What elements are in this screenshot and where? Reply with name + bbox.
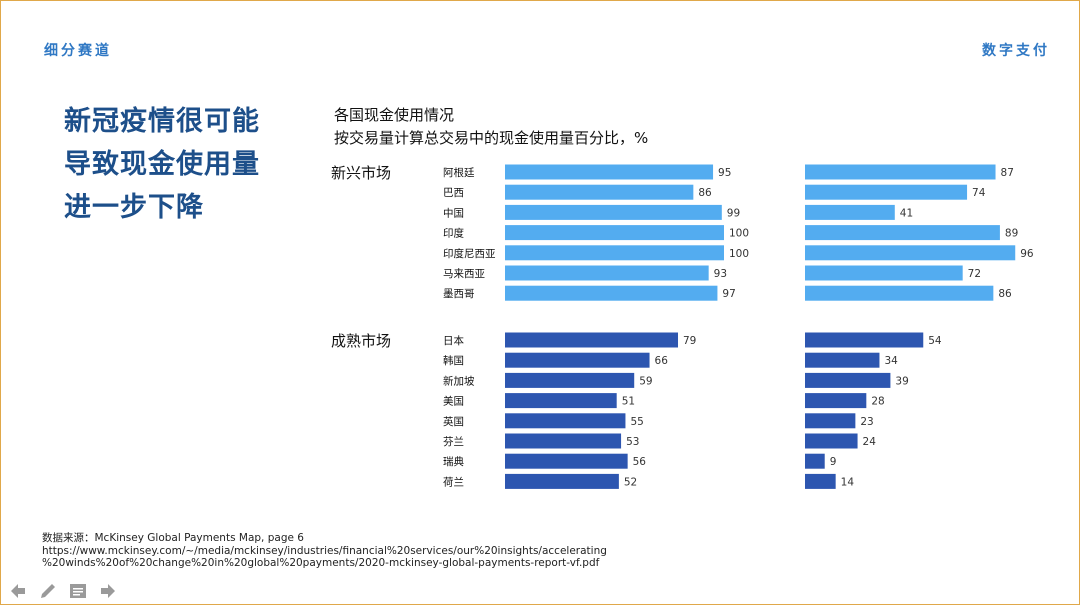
headline-line-2: 导致现金使用量	[64, 149, 260, 180]
value-label: 79	[683, 335, 696, 347]
bar	[805, 184, 968, 200]
forward-button[interactable]	[96, 579, 120, 603]
chart-title: 各国现金使用情况	[334, 106, 455, 124]
category-label: 新加坡	[443, 374, 475, 387]
value-label: 52	[624, 476, 637, 488]
category-label: 英国	[443, 415, 464, 428]
bar	[505, 372, 635, 388]
value-label: 86	[698, 187, 712, 199]
group-label: 成熟市场	[331, 332, 391, 350]
presentation-toolbar	[6, 578, 120, 604]
bar	[805, 413, 856, 429]
category-label: 荷兰	[443, 475, 464, 488]
category-label: 日本	[443, 334, 464, 347]
bar	[505, 164, 714, 180]
bar	[805, 453, 825, 469]
value-label: 97	[722, 288, 735, 300]
category-label: 印度	[443, 227, 464, 240]
pen-icon	[41, 584, 55, 598]
forward-arrow-icon	[101, 584, 115, 598]
value-label: 59	[639, 375, 652, 387]
value-label: 72	[968, 268, 981, 280]
value-label: 41	[900, 207, 913, 219]
value-label: 55	[630, 416, 643, 428]
value-label: 100	[729, 228, 749, 240]
value-label: 9	[830, 456, 837, 468]
value-label: 66	[655, 355, 669, 367]
value-label: 96	[1020, 248, 1034, 260]
bar	[805, 225, 1000, 241]
bar	[505, 184, 694, 200]
category-label: 中国	[443, 206, 464, 219]
bar	[505, 352, 650, 368]
bar	[805, 164, 996, 180]
back-button[interactable]	[6, 579, 30, 603]
value-label: 54	[928, 335, 942, 347]
bar	[505, 265, 709, 281]
category-label: 韩国	[443, 354, 464, 367]
category-label: 印度尼西亚	[443, 247, 496, 260]
value-label: 87	[1001, 167, 1014, 179]
bar	[805, 372, 891, 388]
bar	[505, 453, 628, 469]
value-label: 14	[841, 476, 855, 488]
bar	[805, 473, 836, 489]
bar	[505, 433, 622, 449]
bar	[805, 433, 858, 449]
source-line-1: 数据来源：McKinsey Global Payments Map, page …	[42, 532, 304, 544]
chart-subtitle: 按交易量计算总交易中的现金使用量百分比，%	[334, 129, 649, 147]
bar	[505, 204, 722, 220]
bar	[805, 265, 963, 281]
value-label: 39	[895, 375, 908, 387]
value-label: 74	[972, 187, 986, 199]
source-line-2[interactable]: https://www.mckinsey.com/~/media/mckinse…	[42, 544, 607, 557]
section-tag-left: 细分赛道	[44, 43, 112, 59]
source-line-3[interactable]: %20winds%20of%20change%20in%20global%20p…	[42, 557, 600, 569]
notes-icon	[70, 584, 86, 598]
value-label: 93	[714, 268, 727, 280]
category-label: 巴西	[443, 187, 464, 199]
notes-button[interactable]	[66, 579, 90, 603]
bar	[505, 332, 679, 348]
value-label: 86	[998, 288, 1012, 300]
pen-button[interactable]	[36, 579, 60, 603]
value-label: 95	[718, 167, 731, 179]
value-label: 53	[626, 436, 639, 448]
source-note: 数据来源：McKinsey Global Payments Map, page …	[42, 532, 607, 570]
bar	[505, 413, 626, 429]
value-label: 23	[860, 416, 873, 428]
bar	[505, 393, 617, 409]
category-label: 马来西亚	[443, 268, 485, 280]
back-arrow-icon	[11, 584, 25, 598]
value-label: 51	[622, 396, 635, 408]
value-label: 56	[633, 456, 647, 468]
bar	[805, 245, 1016, 261]
value-label: 34	[884, 355, 898, 367]
bar	[505, 245, 724, 261]
headline: 新冠疫情很可能 导致现金使用量 进一步下降	[64, 100, 260, 229]
value-label: 24	[863, 436, 877, 448]
bar	[805, 285, 994, 301]
value-label: 100	[729, 248, 749, 260]
bar	[505, 473, 619, 489]
category-label: 美国	[443, 395, 464, 408]
value-label: 99	[727, 207, 740, 219]
value-label: 89	[1005, 228, 1018, 240]
bar	[505, 225, 724, 241]
group-label: 新兴市场	[331, 164, 391, 182]
headline-line-3: 进一步下降	[64, 192, 204, 223]
bar	[505, 285, 718, 301]
bar	[805, 352, 880, 368]
section-tag-right: 数字支付	[982, 43, 1050, 59]
bar	[805, 204, 895, 220]
bar	[805, 332, 924, 348]
value-label: 28	[871, 396, 884, 408]
category-label: 芬兰	[443, 435, 464, 448]
category-label: 阿根廷	[443, 166, 475, 179]
bar	[805, 393, 867, 409]
category-label: 墨西哥	[443, 288, 475, 300]
headline-line-1: 新冠疫情很可能	[64, 106, 260, 137]
category-label: 瑞典	[443, 455, 464, 468]
